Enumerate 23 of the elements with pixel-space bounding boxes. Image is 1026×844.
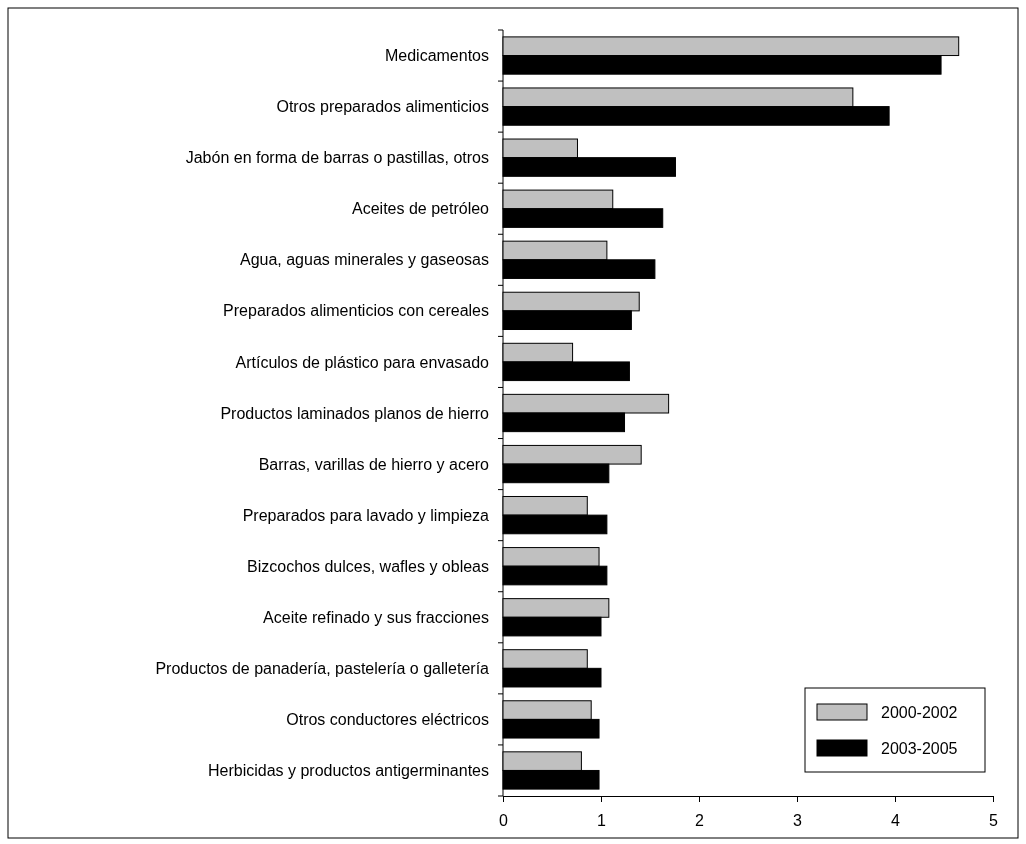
y-tick-label: Agua, aguas minerales y gaseosas [239,251,489,269]
x-tick-label: 3 [793,811,803,829]
y-tick-label: Artículos de plástico para envasado [235,353,490,371]
x-tick-label: 5 [989,811,999,829]
y-tick-label: Preparados para lavado y limpieza [242,506,490,524]
x-tick-label: 0 [499,811,509,829]
y-tick-label: Medicamentos [384,47,489,65]
y-tick-label: Otros preparados alimenticios [276,98,489,116]
legend-label: 2000-2002 [881,703,958,721]
y-tick-label: Productos de panadería, pastelería o galletería [155,659,490,677]
y-tick-label: Preparados alimenticios con cereales [223,302,489,320]
x-tick-label: 1 [597,811,607,829]
y-tick-label: Otros conductores eléctricos [286,711,489,728]
y-tick-label: Herbicidas y productos antigerminantes [207,762,489,780]
y-tick-label: Productos laminados planos de hierro [220,404,490,422]
x-tick-label: 4 [891,811,901,829]
y-tick-label: Jabón en forma de barras o pastillas, otros [185,149,489,167]
x-tick-label: 2 [695,811,705,829]
y-tick-label: Barras, varillas de hierro y acero [258,455,490,473]
legend-label: 2003-2005 [881,739,958,757]
y-tick-label: Bizcochos dulces, wafles y obleas [247,557,489,575]
y-tick-label: Aceite refinado y sus fracciones [263,608,489,626]
y-tick-label: Aceites de petróleo [352,200,490,218]
